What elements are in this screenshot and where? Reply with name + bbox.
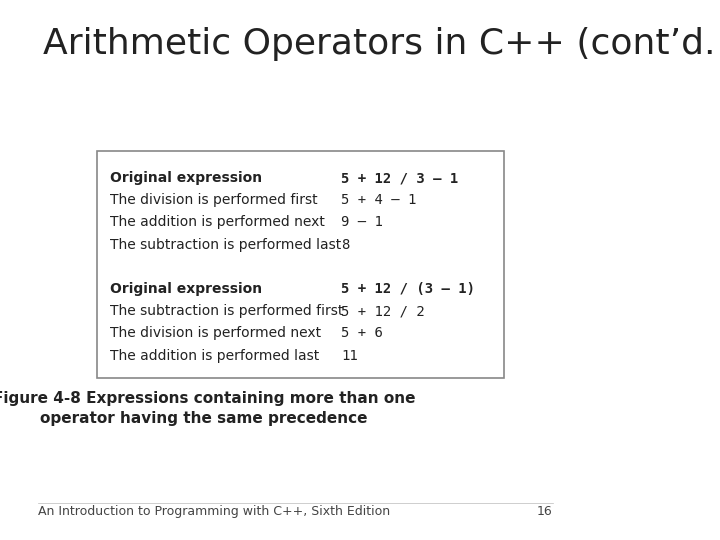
- Text: The addition is performed last: The addition is performed last: [110, 349, 320, 363]
- Text: The subtraction is performed last: The subtraction is performed last: [110, 238, 341, 252]
- Text: 5 + 12 / (3 – 1): 5 + 12 / (3 – 1): [341, 282, 475, 296]
- Text: 8: 8: [341, 238, 350, 252]
- Text: 5 + 12 / 3 – 1: 5 + 12 / 3 – 1: [341, 171, 459, 185]
- Text: The division is performed first: The division is performed first: [110, 193, 318, 207]
- Text: Arithmetic Operators in C++ (cont’d. ): Arithmetic Operators in C++ (cont’d. ): [43, 27, 720, 61]
- Text: 5 + 6: 5 + 6: [341, 326, 383, 340]
- Text: The division is performed next: The division is performed next: [110, 326, 321, 340]
- Text: 5 + 4 – 1: 5 + 4 – 1: [341, 193, 417, 207]
- Text: 16: 16: [537, 505, 552, 518]
- Text: Original expression: Original expression: [110, 282, 262, 296]
- Text: An Introduction to Programming with C++, Sixth Edition: An Introduction to Programming with C++,…: [38, 505, 390, 518]
- Text: 11: 11: [341, 349, 358, 363]
- Text: The subtraction is performed first: The subtraction is performed first: [110, 304, 343, 318]
- Text: Figure 4-8 Expressions containing more than one
operator having the same precede: Figure 4-8 Expressions containing more t…: [0, 392, 415, 426]
- FancyBboxPatch shape: [96, 151, 504, 378]
- Text: The addition is performed next: The addition is performed next: [110, 215, 325, 230]
- Text: 9 – 1: 9 – 1: [341, 215, 383, 230]
- Text: Original expression: Original expression: [110, 171, 262, 185]
- Text: 5 + 12 / 2: 5 + 12 / 2: [341, 304, 425, 318]
